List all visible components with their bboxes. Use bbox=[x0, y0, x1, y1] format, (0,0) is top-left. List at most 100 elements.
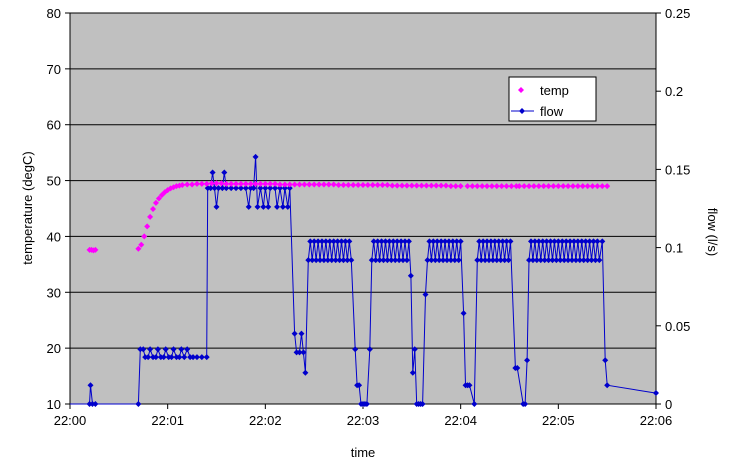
flow-point bbox=[567, 238, 574, 245]
y-axis-right-label: flow (l/s) bbox=[705, 208, 720, 256]
flow-point bbox=[449, 238, 456, 245]
flow-point bbox=[252, 153, 259, 160]
flow-point bbox=[572, 257, 579, 264]
temp-point bbox=[574, 183, 581, 190]
flow-point bbox=[443, 257, 450, 264]
flow-point bbox=[551, 238, 558, 245]
flow-point bbox=[535, 238, 542, 245]
temp-point bbox=[257, 180, 264, 187]
y-axis-left-label: temperature (degC) bbox=[20, 151, 35, 264]
flow-point bbox=[344, 257, 351, 264]
temp-point bbox=[189, 181, 196, 188]
y-axis-left-ticks: 10 20 30 40 50 60 70 80 bbox=[47, 6, 70, 412]
flow-point bbox=[309, 257, 316, 264]
flow-point bbox=[447, 257, 454, 264]
flow-point bbox=[332, 257, 339, 264]
flow-point bbox=[604, 382, 611, 389]
temp-point bbox=[320, 181, 327, 188]
flow-point bbox=[291, 330, 298, 337]
flow-point bbox=[543, 238, 550, 245]
temp-point bbox=[262, 180, 269, 187]
y-right-tick-label: 0.1 bbox=[665, 241, 683, 256]
flow-point bbox=[147, 346, 154, 353]
temp-point bbox=[488, 183, 495, 190]
flow-point bbox=[265, 203, 272, 210]
flow-point bbox=[570, 238, 577, 245]
flow-point bbox=[580, 257, 587, 264]
flow-point bbox=[474, 257, 481, 264]
x-tick-label: 22:01 bbox=[151, 413, 184, 428]
flow-point bbox=[262, 185, 269, 192]
flow-point bbox=[482, 257, 489, 264]
flow-point bbox=[400, 257, 407, 264]
x-tick-label: 22:06 bbox=[640, 413, 673, 428]
flow-point bbox=[334, 238, 341, 245]
flow-point bbox=[209, 169, 216, 176]
flow-point bbox=[296, 349, 303, 356]
flow-point bbox=[487, 238, 494, 245]
flow-point bbox=[286, 185, 293, 192]
temp-point bbox=[464, 183, 471, 190]
temp-point bbox=[179, 182, 186, 189]
flow-point bbox=[233, 185, 240, 192]
flow-point bbox=[322, 238, 329, 245]
flow-point bbox=[250, 185, 257, 192]
flow-point bbox=[563, 238, 570, 245]
temp-point bbox=[330, 181, 337, 188]
temp-point bbox=[569, 183, 576, 190]
y-left-tick-label: 40 bbox=[47, 229, 61, 244]
flow-point bbox=[471, 401, 478, 407]
temp-point bbox=[301, 181, 308, 188]
flow-point bbox=[145, 354, 152, 361]
flow-point bbox=[466, 382, 473, 389]
flow-point bbox=[455, 257, 462, 264]
flow-point bbox=[315, 238, 322, 245]
temp-point bbox=[155, 195, 162, 202]
y-right-tick-label: 0.15 bbox=[665, 162, 690, 177]
temp-point bbox=[408, 182, 415, 189]
flow-point bbox=[574, 238, 581, 245]
temp-point bbox=[389, 182, 396, 189]
flow-point bbox=[370, 238, 377, 245]
legend-flow-marker bbox=[519, 108, 525, 114]
flow-point bbox=[390, 238, 397, 245]
flow-point bbox=[565, 257, 572, 264]
flow-point bbox=[557, 257, 564, 264]
flow-point bbox=[493, 257, 500, 264]
flow-point bbox=[430, 238, 437, 245]
flow-point bbox=[553, 257, 560, 264]
flow-point bbox=[336, 257, 343, 264]
flow-point bbox=[152, 354, 159, 361]
temp-point bbox=[325, 181, 332, 188]
flow-point bbox=[356, 382, 363, 389]
flow-point bbox=[436, 257, 443, 264]
flow-point bbox=[434, 238, 441, 245]
flow-point bbox=[298, 330, 305, 337]
temp-point bbox=[535, 183, 542, 190]
flow-point bbox=[267, 185, 274, 192]
temp-point bbox=[237, 180, 244, 187]
flow-point bbox=[422, 291, 429, 298]
flow-point bbox=[330, 238, 337, 245]
temp-point bbox=[242, 180, 249, 187]
flow-point bbox=[476, 238, 483, 245]
flow-point bbox=[527, 238, 534, 245]
temp-point bbox=[311, 181, 318, 188]
flow-point bbox=[576, 257, 583, 264]
temp-point bbox=[550, 183, 557, 190]
flow-point bbox=[398, 238, 405, 245]
flow-point bbox=[257, 185, 264, 192]
flow-point bbox=[526, 257, 533, 264]
flow-point bbox=[524, 357, 531, 364]
temp-point bbox=[599, 183, 606, 190]
temp-point bbox=[228, 180, 235, 187]
flow-point bbox=[311, 238, 318, 245]
flow-point bbox=[419, 401, 426, 407]
flow-point bbox=[363, 401, 370, 407]
flow-point bbox=[223, 185, 230, 192]
plot-area bbox=[69, 12, 657, 405]
flow-point bbox=[366, 346, 373, 353]
temp-point bbox=[474, 183, 481, 190]
flow-point bbox=[491, 238, 498, 245]
flow-point bbox=[193, 354, 200, 361]
